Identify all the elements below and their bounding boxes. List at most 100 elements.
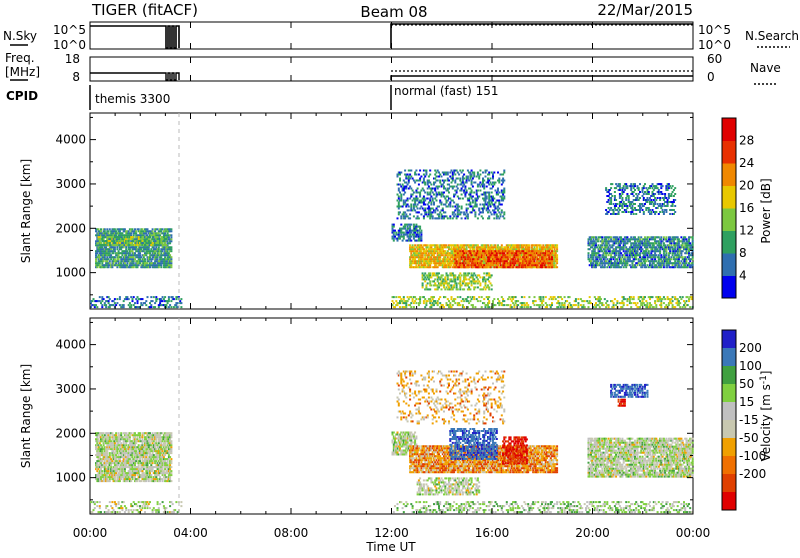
range-gate-cell [399, 174, 401, 176]
range-gate-cell [429, 170, 431, 172]
range-gate-cell [170, 238, 172, 240]
range-gate-cell [493, 204, 495, 206]
range-gate-cell [539, 258, 541, 260]
range-gate-cell [485, 202, 487, 204]
range-gate-cell [126, 262, 128, 264]
range-gate-cell [503, 180, 505, 182]
range-gate-cell [686, 250, 688, 252]
range-gate-cell [479, 262, 481, 264]
range-gate-cell [672, 246, 674, 248]
range-gate-cell [478, 208, 480, 210]
range-gate-cell [425, 172, 427, 174]
range-gate-cell [169, 254, 171, 256]
range-gate-cell [598, 252, 600, 254]
range-gate-cell [678, 264, 680, 266]
range-gate-cell [461, 206, 463, 208]
range-gate-cell [670, 258, 672, 260]
range-gate-cell [436, 264, 438, 266]
range-gate-cell [148, 246, 150, 248]
range-gate-cell [551, 250, 553, 252]
range-gate-cell [438, 272, 440, 274]
range-gate-cell [456, 170, 458, 172]
range-gate-cell [414, 204, 416, 206]
range-gate-cell [424, 256, 426, 258]
range-gate-cell [530, 260, 532, 262]
range-gate-cell [404, 226, 406, 228]
range-gate-cell [692, 240, 694, 242]
range-gate-cell [424, 276, 426, 278]
range-gate-cell [436, 172, 438, 174]
range-gate-cell [606, 258, 608, 260]
range-gate-cell [459, 272, 461, 274]
range-gate-cell [488, 252, 490, 254]
range-gate-cell [467, 284, 469, 286]
range-gate-cell [691, 252, 693, 254]
range-gate-cell [422, 284, 424, 286]
range-gate-cell [419, 170, 421, 172]
range-gate-cell [471, 170, 473, 172]
range-gate-cell [482, 182, 484, 184]
range-gate-cell [601, 246, 603, 248]
range-gate-cell [462, 180, 464, 182]
range-gate-cell [626, 264, 628, 266]
range-gate-cell [428, 278, 430, 280]
range-gate-cell [635, 258, 637, 260]
range-gate-cell [477, 244, 479, 246]
freq-tick-bottom: 8 [72, 70, 80, 84]
range-gate-cell [443, 286, 445, 288]
range-gate-cell [414, 172, 416, 174]
range-gate-cell [413, 224, 415, 226]
range-gate-cell [655, 264, 657, 266]
range-gate-cell [424, 200, 426, 202]
range-gate-cell [110, 258, 112, 260]
range-gate-cell [420, 232, 422, 234]
range-gate-cell [446, 202, 448, 204]
range-gate-cell [162, 238, 164, 240]
range-gate-cell [432, 211, 434, 213]
range-gate-cell [691, 246, 693, 248]
range-gate-cell [415, 190, 417, 192]
range-gate-cell [596, 262, 598, 264]
range-gate-cell [95, 258, 97, 260]
range-gate-cell [438, 186, 440, 188]
range-gate-cell [441, 288, 443, 290]
range-gate-cell [647, 254, 649, 256]
cpid-segment-normal: normal (fast) 151 [394, 84, 498, 98]
range-gate-cell [610, 236, 612, 238]
range-gate-cell [478, 184, 480, 186]
range-gate-cell [438, 215, 440, 217]
range-gate-cell [467, 266, 469, 268]
range-gate-cell [556, 262, 558, 264]
range-gate-cell [444, 180, 446, 182]
range-gate-cell [413, 180, 415, 182]
range-gate-cell [403, 236, 405, 238]
range-gate-cell [473, 272, 475, 274]
range-gate-cell [512, 250, 514, 252]
range-gate-cell [588, 252, 590, 254]
range-gate-cell [461, 188, 463, 190]
range-gate-cell [409, 186, 411, 188]
range-gate-cell [469, 188, 471, 190]
range-gate-cell [397, 200, 399, 202]
range-gate-cell [163, 240, 165, 242]
range-gate-cell [474, 274, 476, 276]
range-gate-cell [599, 256, 601, 258]
range-gate-cell [487, 211, 489, 213]
range-gate-cell [647, 238, 649, 240]
range-gate-cell [486, 266, 488, 268]
range-gate-cell [644, 264, 646, 266]
range-gate-cell [478, 209, 480, 211]
range-gate-cell [485, 284, 487, 286]
range-gate-cell [674, 266, 676, 268]
range-gate-cell [461, 266, 463, 268]
range-gate-cell [417, 232, 419, 234]
range-gate-cell [405, 186, 407, 188]
range-gate-cell [116, 242, 118, 244]
range-gate-cell [418, 264, 420, 266]
range-gate-cell [468, 286, 470, 288]
nsearch-tick-bottom: 10^0 [698, 38, 731, 52]
range-gate-cell [140, 248, 142, 250]
range-gate-cell [422, 254, 424, 256]
range-gate-cell [655, 254, 657, 256]
range-gate-cell [456, 217, 458, 219]
